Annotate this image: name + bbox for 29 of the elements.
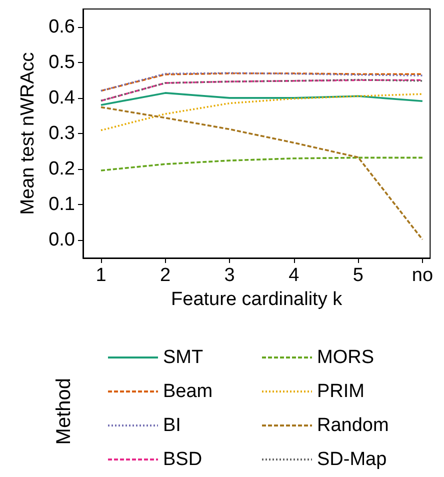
y-tick-label: 0.1 bbox=[48, 194, 75, 216]
legend-label: BSD bbox=[163, 449, 202, 470]
legend-label: MORS bbox=[317, 347, 374, 368]
line-series bbox=[100, 156, 424, 172]
line-series bbox=[100, 106, 424, 240]
x-tick-label: 3 bbox=[224, 265, 235, 286]
y-tick-label: 0.6 bbox=[48, 16, 75, 38]
legend-label: Random bbox=[317, 415, 389, 436]
x-tick-label: 1 bbox=[96, 265, 106, 286]
y-tick-label: 0.5 bbox=[48, 52, 75, 73]
x-tick-label: 2 bbox=[160, 265, 171, 286]
legend-label: SD-Map bbox=[317, 449, 387, 470]
legend-label: Beam bbox=[163, 381, 213, 402]
legend-title: Method bbox=[53, 378, 75, 445]
y-axis-title: Mean test nWRAcc bbox=[18, 52, 39, 215]
y-tick-label: 0.0 bbox=[48, 230, 75, 251]
x-tick-label: no bbox=[412, 265, 434, 286]
x-tick-label: 5 bbox=[352, 265, 364, 286]
y-tick-label: 0.3 bbox=[48, 123, 75, 144]
x-axis-title: Feature cardinality k bbox=[171, 289, 343, 310]
legend-label: BI bbox=[163, 415, 181, 436]
legend-label: PRIM bbox=[317, 381, 364, 402]
y-tick-label: 0.2 bbox=[48, 158, 75, 180]
line-series bbox=[100, 93, 424, 132]
line-series bbox=[100, 72, 424, 92]
legend-label: SMT bbox=[163, 347, 204, 368]
x-tick-label: 4 bbox=[288, 265, 300, 286]
line-series bbox=[100, 92, 424, 106]
y-tick-label: 0.4 bbox=[48, 87, 76, 108]
